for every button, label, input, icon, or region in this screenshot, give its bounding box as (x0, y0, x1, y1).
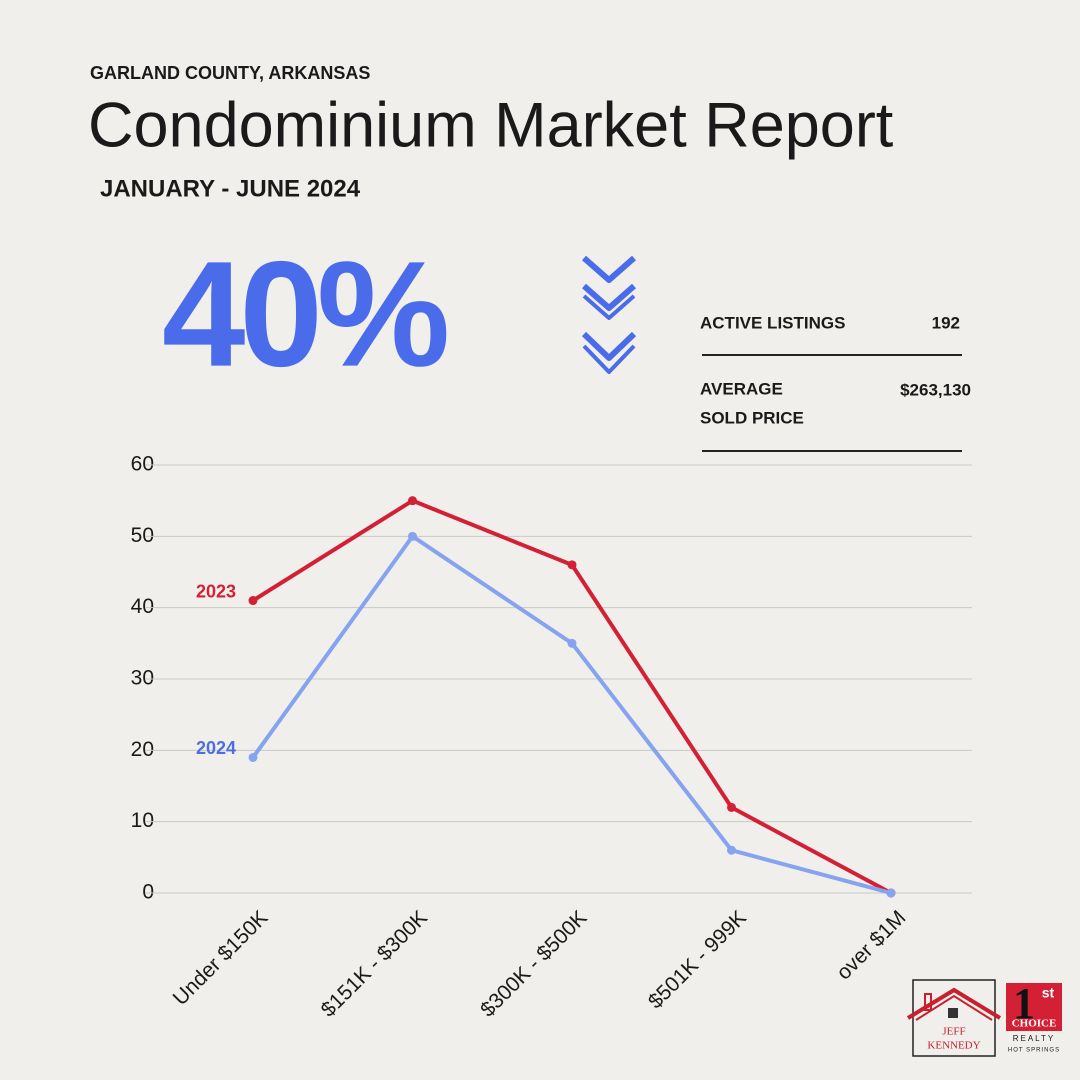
agent-name: KENNEDY (927, 1040, 980, 1052)
y-tick-label: 30 (131, 667, 154, 690)
stat-label: ACTIVE LISTINGS (700, 313, 845, 332)
point (248, 752, 258, 762)
point (727, 845, 736, 855)
stat-value: $263,130 (900, 380, 971, 399)
stat-label: SOLD PRICE (700, 408, 804, 427)
brand-place: HOT SPRINGS (1008, 1048, 1060, 1054)
y-tick-label: 10 (131, 809, 154, 832)
brand-mark: 1 (1013, 979, 1035, 1028)
headline: 40% (162, 230, 447, 398)
agent-name: JEFF (942, 1026, 965, 1038)
y-tick-label: 0 (142, 881, 154, 904)
series-label: 2024 (196, 738, 236, 758)
y-tick-label: 40 (131, 595, 154, 618)
point (886, 888, 896, 898)
region: GARLAND COUNTY, ARKANSAS (90, 63, 370, 83)
title: Condominium Market Report (88, 91, 894, 161)
y-tick-label: 60 (131, 453, 154, 476)
series-label: 2023 (196, 581, 236, 601)
point (567, 560, 577, 570)
brand-name: CHOICE (1012, 1018, 1057, 1030)
point (248, 596, 258, 606)
y-tick-label: 50 (131, 524, 154, 547)
brand-sub: REALTY (1013, 1034, 1056, 1043)
point (727, 802, 736, 812)
point (408, 496, 417, 506)
point (408, 531, 417, 541)
brand-sup: st (1042, 985, 1055, 1001)
y-tick-label: 20 (131, 738, 154, 761)
point (567, 638, 577, 648)
stat-label: AVERAGE (700, 379, 783, 398)
chevrons (581, 255, 637, 374)
period: JANUARY - JUNE 2024 (100, 175, 361, 202)
brand-logo: 1 st CHOICE REALTY HOT SPRINGS (1006, 979, 1062, 1054)
stat-value: 192 (932, 313, 960, 332)
agent-logo: JEFF KENNEDY (906, 979, 1002, 1057)
